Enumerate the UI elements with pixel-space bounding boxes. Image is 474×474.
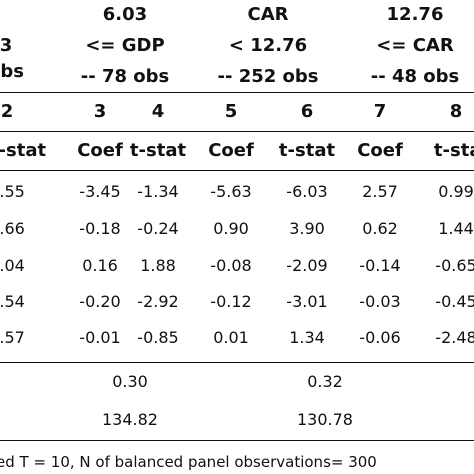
header-group-3-line-0: 12.76 (386, 4, 444, 25)
table-cell: -0.06 (359, 328, 401, 347)
column-label-rule (0, 170, 474, 171)
header-rule (0, 92, 474, 93)
header-group-0-line-0: 3 (0, 35, 13, 56)
header-group-1-line-1: <= GDP (85, 35, 165, 56)
table-cell: 4.55 (0, 182, 25, 201)
header-group-2-line-0: CAR (247, 4, 289, 25)
table-cell: 1.44 (438, 219, 474, 238)
table-cell: -6.03 (286, 182, 328, 201)
summary-value: 130.78 (297, 410, 353, 429)
column-label: t-stat (433, 140, 474, 161)
table-cell: -2.92 (137, 292, 179, 311)
table-cell: -1.34 (137, 182, 179, 201)
table-cell: -0.20 (79, 292, 121, 311)
table-cell: 2.57 (362, 182, 398, 201)
summary-value: 0.30 (112, 372, 148, 391)
table-cell: -0.12 (210, 292, 252, 311)
table-cell: 3.90 (289, 219, 325, 238)
header-group-1: 6.03 <= GDP -- 78 obs (55, 4, 195, 88)
table-cell: -2.09 (286, 256, 328, 275)
column-label: t-stat (129, 140, 187, 161)
table-cell: -0.24 (137, 219, 179, 238)
column-label: t-stat (278, 140, 336, 161)
header-group-2-line-1: < 12.76 (228, 35, 308, 56)
summary-value: 0.32 (307, 372, 343, 391)
summary-bottom-rule (0, 440, 474, 441)
table-cell: 1.57 (0, 328, 25, 347)
column-number: 8 (449, 101, 463, 122)
column-label: Coef (357, 140, 403, 161)
table-cell: 0.62 (362, 219, 398, 238)
table-cell: -0.45 (435, 292, 474, 311)
table-cell: -5.63 (210, 182, 252, 201)
table-cell: -2.48 (435, 328, 474, 347)
table-cell: 2.04 (0, 256, 25, 275)
column-number: 4 (151, 101, 165, 122)
table-cell: 0.01 (213, 328, 249, 347)
summary-value: 134.82 (102, 410, 158, 429)
header-group-3-line-2: -- 48 obs (370, 66, 460, 87)
column-number: 5 (224, 101, 238, 122)
column-number: 7 (373, 101, 387, 122)
table-cell: -0.85 (137, 328, 179, 347)
header-group-0-line-1: obs (0, 61, 24, 82)
table-cell: 0.90 (213, 219, 249, 238)
table-cell: -0.18 (79, 219, 121, 238)
header-group-1-line-0: 6.03 (102, 4, 148, 25)
table-cell: 1.88 (140, 256, 176, 275)
footnote: ed T = 10, N of balanced panel observati… (0, 453, 377, 471)
header-group-0: 3 obs (0, 35, 26, 83)
table-cell: 1.54 (0, 292, 25, 311)
header-group-2-line-2: -- 252 obs (217, 66, 319, 87)
table-cell: 0.99 (438, 182, 474, 201)
header-group-1-line-2: -- 78 obs (80, 66, 170, 87)
column-number: 2 (0, 101, 14, 122)
table-cell: 0.16 (82, 256, 118, 275)
header-group-3-line-1: <= CAR (376, 35, 454, 56)
column-label: t-stat (0, 140, 47, 161)
table-cell: -0.01 (79, 328, 121, 347)
table-cell: 1.34 (289, 328, 325, 347)
table-cell: -0.14 (359, 256, 401, 275)
column-number-rule (0, 131, 474, 132)
column-label: Coef (77, 140, 123, 161)
header-group-2: CAR < 12.76 -- 252 obs (208, 4, 328, 88)
table-cell: -3.45 (79, 182, 121, 201)
header-group-3: 12.76 <= CAR -- 48 obs (356, 4, 474, 88)
column-number: 3 (93, 101, 107, 122)
table-cell: 1.66 (0, 219, 25, 238)
data-bottom-rule (0, 362, 474, 363)
table-cell: -3.01 (286, 292, 328, 311)
table-cell: -0.03 (359, 292, 401, 311)
column-number: 6 (300, 101, 314, 122)
column-label: Coef (208, 140, 254, 161)
table-cell: -0.08 (210, 256, 252, 275)
table-cell: -0.65 (435, 256, 474, 275)
